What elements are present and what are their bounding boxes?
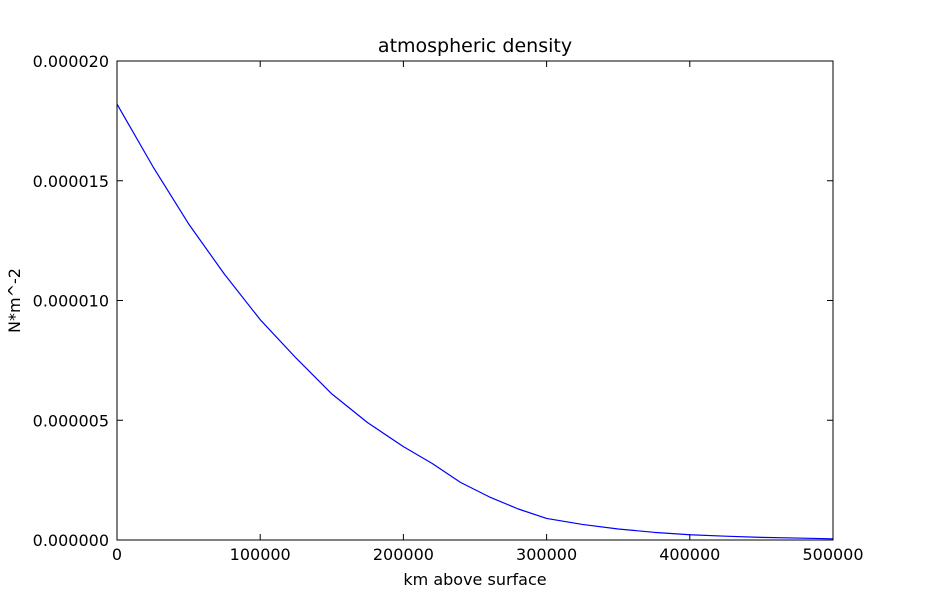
chart-title: atmospheric density xyxy=(378,35,572,57)
x-tick-label: 100000 xyxy=(230,545,291,564)
tick-layer: 0 100000 200000 300000 400000 500000 0.000000 0… xyxy=(33,52,864,564)
y-tick-label: 0.000015 xyxy=(33,172,109,191)
x-tick-label: 300000 xyxy=(516,545,577,564)
series-layer xyxy=(116,103,834,540)
y-tick-label: 0.000010 xyxy=(33,292,109,311)
x-axis-label: km above surface xyxy=(403,570,546,589)
y-tick-label: 0.000005 xyxy=(33,411,109,430)
x-tick-label: 200000 xyxy=(373,545,434,564)
series-line-0 xyxy=(116,103,834,540)
plot-frame xyxy=(116,60,834,541)
y-tick-label: 0.000000 xyxy=(33,531,109,550)
y-axis-label: N*m^-2 xyxy=(5,268,24,333)
x-tick-label: 500000 xyxy=(802,545,863,564)
x-tick-label: 0 xyxy=(112,545,122,564)
y-tick-label: 0.000020 xyxy=(33,52,109,71)
x-tick-label: 400000 xyxy=(659,545,720,564)
